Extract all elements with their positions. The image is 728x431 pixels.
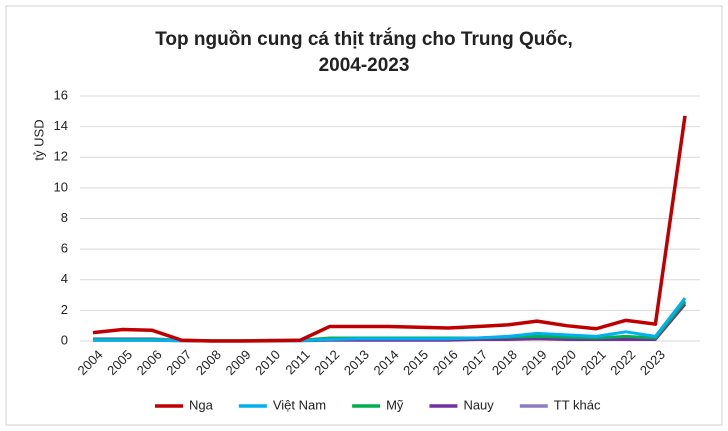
legend-label: Nga <box>189 397 214 412</box>
y-tick-label: 12 <box>54 149 68 164</box>
y-tick-label: 2 <box>61 302 68 317</box>
y-tick-label: 6 <box>61 241 68 256</box>
legend-label: TT khác <box>554 397 601 412</box>
series-line <box>92 115 687 343</box>
chart-border <box>5 5 723 426</box>
y-tick-label: 8 <box>61 210 68 225</box>
chart-title: Top nguồn cung cá thịt trắng cho Trung Q… <box>155 28 573 50</box>
y-tick-label: 14 <box>54 118 68 133</box>
legend-label: Nauy <box>463 397 494 412</box>
legend-label: Mỹ <box>386 397 404 412</box>
legend-label: Việt Nam <box>273 397 326 412</box>
y-tick-label: 16 <box>54 87 68 102</box>
chart-title: 2004-2023 <box>319 55 410 76</box>
y-tick-label: 4 <box>61 271 68 286</box>
y-axis-label: tỷ USD <box>31 119 46 160</box>
y-tick-label: 0 <box>61 332 68 347</box>
y-tick-label: 10 <box>54 179 68 194</box>
